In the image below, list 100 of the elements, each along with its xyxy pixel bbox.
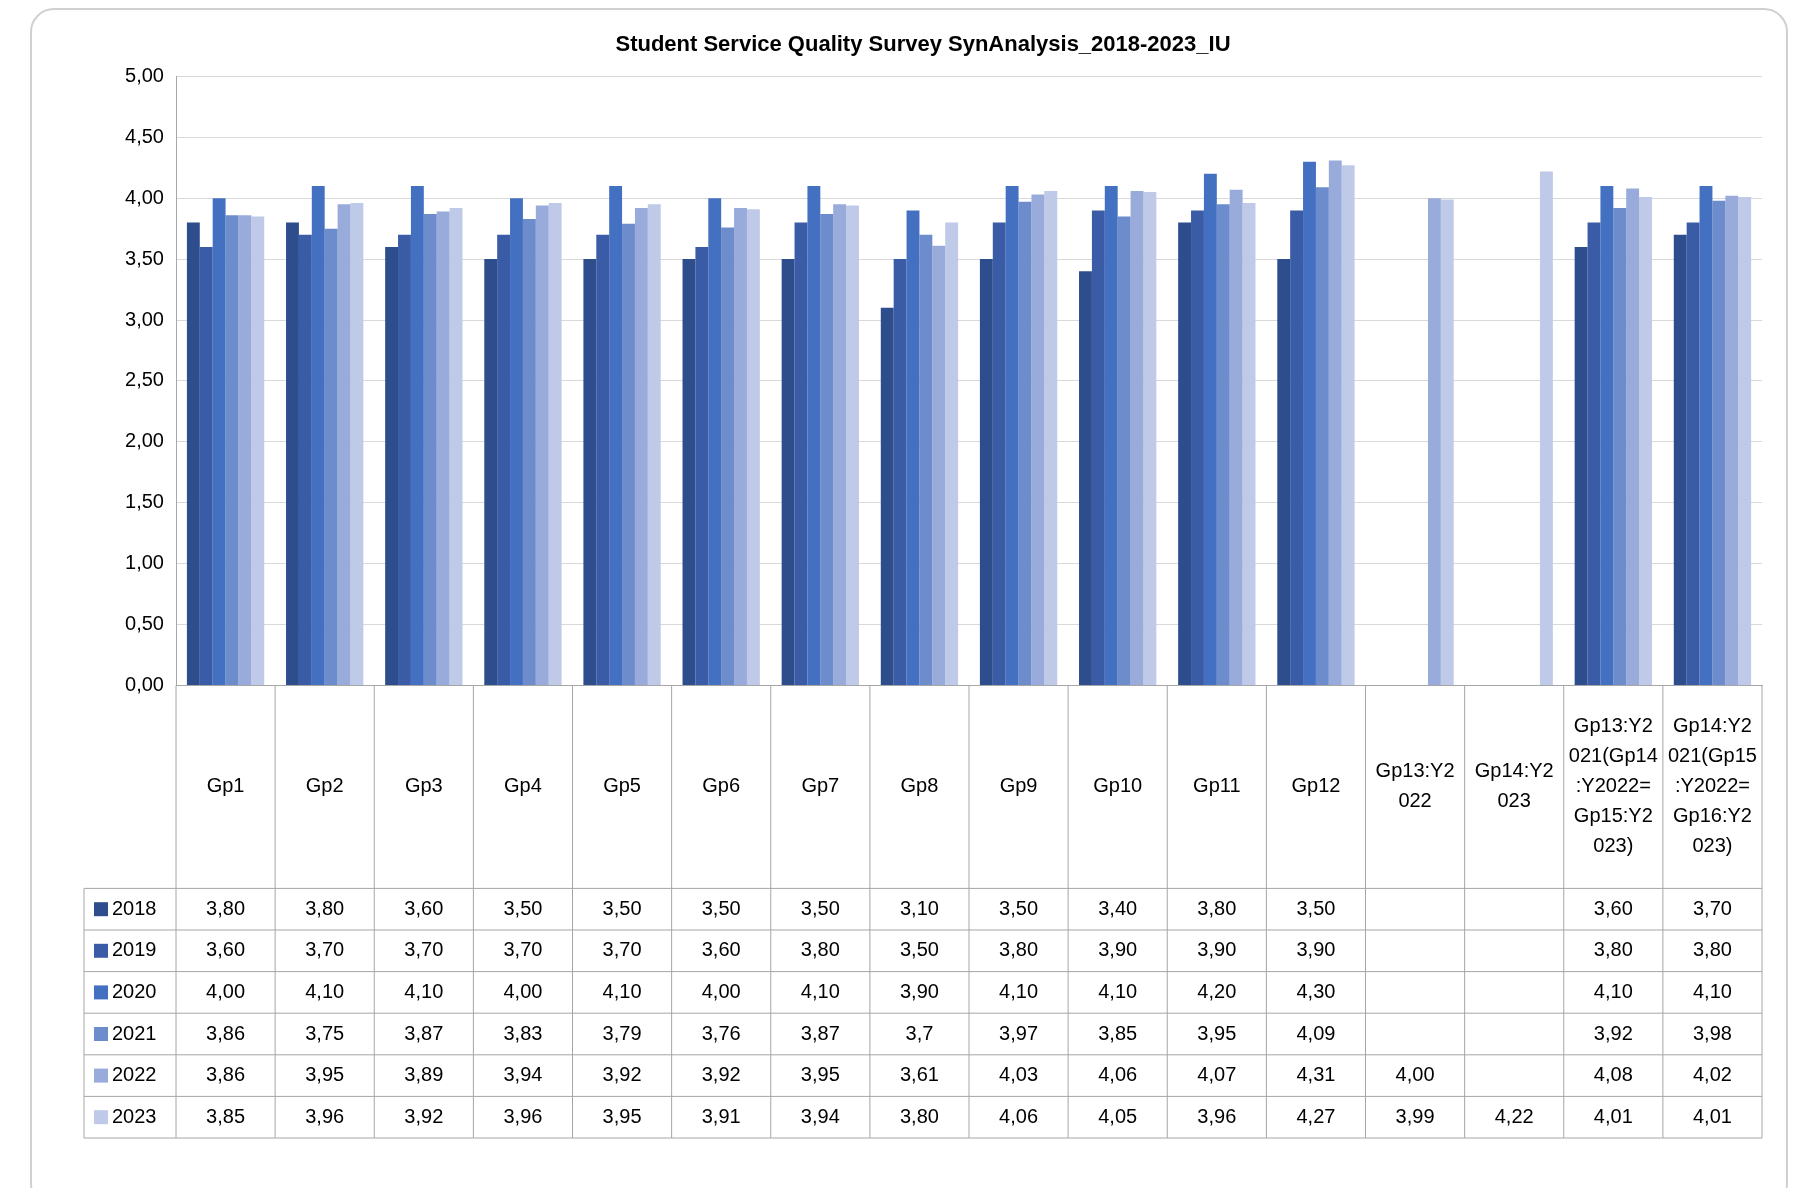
bar [1143, 192, 1157, 685]
data-label: 3,60 [206, 938, 246, 961]
bar [1600, 186, 1614, 685]
bar [1626, 188, 1640, 685]
data-label: 4,22 [1494, 1104, 1534, 1127]
data-label: 3,95 [1197, 1021, 1237, 1044]
legend-label: 2019 [112, 938, 157, 961]
data-label: 3,50 [602, 896, 642, 919]
data-label: 4,10 [1593, 979, 1633, 1002]
x-tick-label: Gp12 [1291, 774, 1341, 797]
bar [807, 186, 821, 685]
bar [484, 259, 498, 685]
data-label: 4,31 [1296, 1063, 1336, 1086]
bar [1229, 189, 1243, 685]
data-label: 3,80 [899, 1104, 939, 1127]
bar [1216, 204, 1230, 685]
data-label: 3,85 [1098, 1021, 1138, 1044]
data-label: 3,96 [503, 1104, 543, 1127]
data-label: 3,60 [404, 896, 444, 919]
data-label: 3,86 [206, 1021, 246, 1044]
bar [324, 228, 338, 685]
x-tick-label: Gp14:Y2021(Gp15:Y2022=Gp16:Y2023) [1667, 714, 1757, 857]
bar [596, 234, 610, 685]
data-label: 3,90 [1296, 938, 1336, 961]
bar [1725, 195, 1739, 685]
data-label: 3,94 [503, 1063, 543, 1086]
data-label: 3,96 [305, 1104, 345, 1127]
bar [1117, 216, 1131, 685]
x-tick-label: Gp8 [900, 774, 939, 797]
bar [1440, 199, 1454, 685]
legend-label: 2018 [112, 896, 157, 919]
bar [1539, 171, 1553, 685]
bar [423, 214, 437, 685]
data-label: 3,70 [503, 938, 543, 961]
bar [746, 209, 760, 685]
bar [497, 234, 511, 685]
bar [186, 222, 200, 685]
data-label: 3,70 [404, 938, 444, 961]
bar [1178, 222, 1192, 685]
bar [1686, 222, 1700, 685]
bar [945, 222, 959, 685]
data-label: 3,98 [1692, 1021, 1732, 1044]
data-label: 3,70 [305, 938, 345, 961]
chart-title: Student Service Quality Survey SynAnalysis_2018-2023_IU [615, 31, 1231, 57]
data-label: 4,00 [701, 979, 741, 1002]
bar [535, 205, 549, 685]
bar [919, 234, 933, 685]
y-tick-label: 3,00 [125, 307, 164, 330]
data-label: 4,07 [1197, 1063, 1237, 1086]
x-tick-label: Gp5 [603, 774, 641, 797]
bar [794, 222, 808, 685]
bar [212, 198, 226, 685]
data-label: 4,10 [404, 979, 444, 1002]
bar [1130, 190, 1144, 685]
y-tick-label: 2,00 [125, 429, 164, 452]
y-tick-label: 2,50 [125, 368, 164, 391]
bar [1574, 246, 1588, 685]
bar [1191, 210, 1204, 685]
data-label: 3,95 [800, 1063, 840, 1086]
bar [1079, 271, 1092, 685]
bar [1018, 201, 1032, 685]
data-label: 3,60 [701, 938, 741, 961]
data-label: 3,50 [701, 896, 741, 919]
x-tick-label: Gp7 [801, 774, 840, 797]
bar [1712, 200, 1726, 685]
data-label: 4,02 [1692, 1063, 1732, 1086]
data-label: 4,01 [1593, 1104, 1633, 1127]
data-label: 3,99 [1395, 1104, 1435, 1127]
data-label: 4,10 [305, 979, 345, 1002]
data-label: 3,94 [800, 1104, 840, 1127]
data-label: 3,50 [503, 896, 543, 919]
data-label: 4,01 [1692, 1104, 1732, 1127]
bar [1031, 194, 1045, 685]
data-label: 3,70 [1692, 896, 1732, 919]
bar [634, 207, 648, 685]
data-label: 3,80 [1593, 938, 1633, 961]
data-label: 3,96 [1197, 1104, 1237, 1127]
bar [622, 223, 635, 685]
data-label: 3,50 [1296, 896, 1336, 919]
data-label: 3,60 [1593, 896, 1633, 919]
bar [311, 186, 325, 685]
data-label: 3,50 [999, 896, 1039, 919]
bar [199, 246, 213, 685]
y-tick-label: 3,50 [125, 246, 164, 269]
bar [548, 203, 562, 685]
data-label: 3,95 [305, 1063, 345, 1086]
data-label: 3,80 [305, 896, 345, 919]
data-label: 3,90 [899, 979, 939, 1002]
data-label: 4,06 [1098, 1063, 1138, 1086]
bar [1303, 161, 1316, 685]
bar [781, 259, 795, 685]
bar [932, 245, 946, 685]
y-tick-label: 4,50 [125, 124, 164, 147]
bar [449, 207, 463, 685]
bar [1328, 160, 1342, 685]
y-tick-label: 0,50 [125, 612, 164, 635]
data-label: 4,20 [1197, 979, 1237, 1002]
bar [1044, 190, 1058, 685]
data-label: 4,00 [206, 979, 246, 1002]
data-label: 3,80 [206, 896, 246, 919]
